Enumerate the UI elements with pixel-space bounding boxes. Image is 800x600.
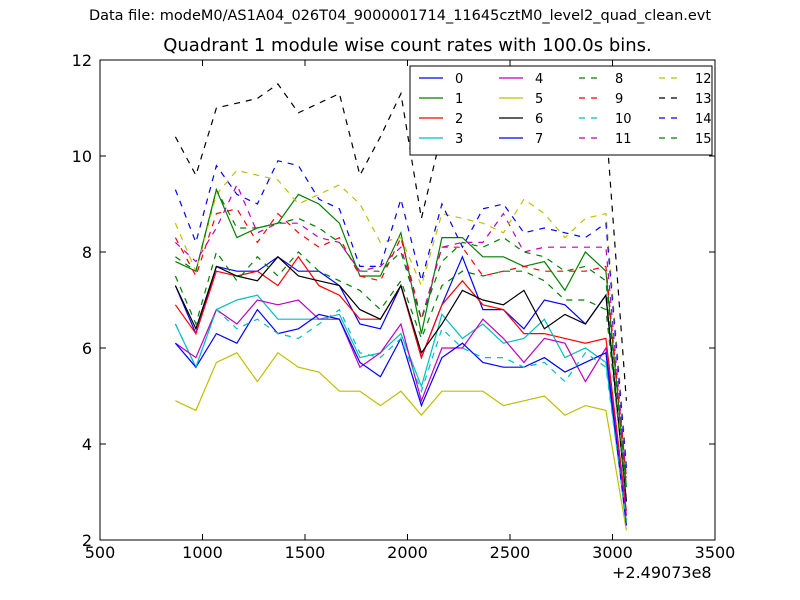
x-tick-label: 3500: [695, 543, 736, 562]
x-offset-label: +2.49073e8: [612, 563, 712, 582]
x-tick-label: 1500: [285, 543, 326, 562]
figure-suptitle: Data file: modeM0/AS1A04_026T04_90000017…: [88, 8, 712, 24]
legend-box: [409, 65, 713, 156]
series-line-4: [175, 299, 627, 517]
legend-label-5: 5: [535, 92, 543, 107]
legend-label-14: 14: [695, 112, 712, 127]
legend-label-4: 4: [535, 72, 543, 87]
series-line-6: [174, 255, 627, 502]
series-line-11: [174, 183, 627, 478]
y-tick-label: 2: [82, 531, 92, 550]
x-tick-label: 2000: [387, 543, 428, 562]
x-tick-label: 2500: [490, 543, 531, 562]
series-line-14: [174, 160, 627, 469]
x-tick-label: 500: [85, 543, 116, 562]
legend-label-9: 9: [615, 92, 623, 107]
x-tick-label: 1000: [182, 543, 223, 562]
series-line-12: [174, 169, 627, 464]
series-line-5: [175, 351, 627, 531]
legend-label-2: 2: [455, 112, 463, 127]
series-line-3: [174, 294, 627, 521]
legend-label-1: 1: [455, 92, 463, 107]
legend-label-3: 3: [455, 132, 463, 147]
series-lines: [174, 83, 627, 531]
series-line-9: [174, 208, 627, 478]
legend-label-13: 13: [695, 92, 712, 107]
legend-label-8: 8: [615, 72, 623, 87]
y-tick-label: 6: [82, 339, 92, 358]
legend-label-6: 6: [535, 112, 543, 127]
legend-label-7: 7: [535, 132, 543, 147]
legend-label-11: 11: [615, 132, 632, 147]
legend-label-15: 15: [695, 132, 712, 147]
legend-label-10: 10: [615, 112, 632, 127]
series-line-10: [174, 308, 627, 521]
y-tick-label: 10: [72, 147, 92, 166]
legend-label-12: 12: [695, 72, 712, 87]
y-tick-label: 8: [82, 243, 92, 262]
x-tick-label: 3000: [592, 543, 633, 562]
chart-title: Quadrant 1 module wise count rates with …: [163, 35, 652, 56]
y-tick-label: 4: [82, 435, 92, 454]
series-line-15: [175, 187, 627, 488]
series-line-8: [174, 250, 627, 497]
y-tick-label: 12: [72, 51, 92, 70]
legend-label-0: 0: [455, 72, 463, 87]
